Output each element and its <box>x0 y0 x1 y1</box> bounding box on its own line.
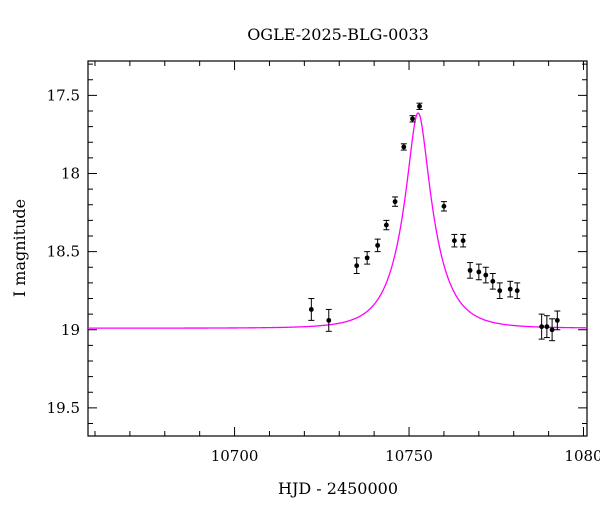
data-point <box>410 116 415 122</box>
data-point <box>451 238 457 244</box>
data-point <box>539 324 545 330</box>
y-tick-label: 17.5 <box>47 86 80 104</box>
x-axis-label: HJD - 2450000 <box>278 479 398 498</box>
data-point <box>364 255 370 261</box>
data-point <box>401 144 407 150</box>
data-point <box>354 263 360 269</box>
y-tick-label: 19.5 <box>47 399 80 417</box>
data-point <box>554 317 560 323</box>
data-point <box>483 272 489 278</box>
model-curve-layer <box>88 112 587 329</box>
data-point <box>507 286 513 292</box>
data-point <box>417 103 422 109</box>
x-tick-label: 10750 <box>385 447 433 465</box>
data-point <box>490 278 496 284</box>
model-curve <box>88 112 587 329</box>
y-axis-label: I magnitude <box>10 199 29 297</box>
data-point <box>383 222 389 228</box>
data-point <box>308 307 314 312</box>
y-tick-label: 18.5 <box>47 243 80 261</box>
y-tick-label: 18 <box>61 165 80 183</box>
x-tick-label: 10700 <box>211 447 259 465</box>
axis-ticks: 10700 10750 1080 17.5 18 18.5 19 19.5 <box>47 61 600 465</box>
chart-title: OGLE-2025-BLG-0033 <box>247 25 429 44</box>
data-point <box>514 288 520 294</box>
data-point <box>375 242 381 248</box>
data-point <box>467 267 473 273</box>
data-points-layer <box>308 102 561 342</box>
y-tick-label: 19 <box>61 321 80 339</box>
data-point <box>497 288 503 294</box>
data-point <box>460 238 466 244</box>
data-point <box>326 317 332 323</box>
plot-frame <box>87 60 588 437</box>
data-point <box>441 203 447 209</box>
data-point <box>476 269 482 275</box>
x-tick-label: 1080 <box>564 447 600 465</box>
data-point <box>549 327 555 333</box>
data-point <box>544 324 550 330</box>
data-point <box>392 199 398 205</box>
